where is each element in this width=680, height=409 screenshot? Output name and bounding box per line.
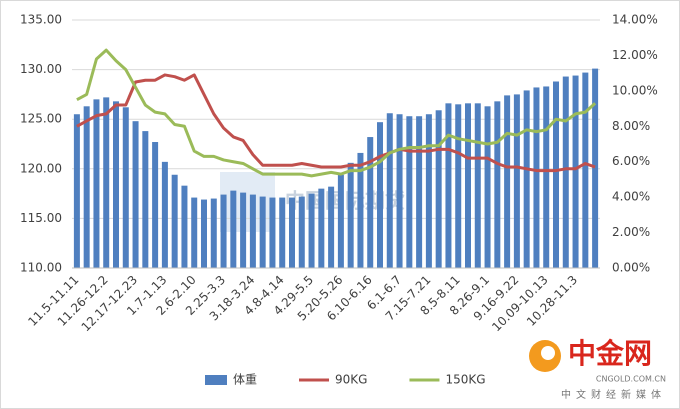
bar bbox=[152, 142, 159, 268]
bar bbox=[289, 197, 295, 268]
legend-label: 体重 bbox=[233, 373, 257, 387]
legend-swatch bbox=[205, 375, 227, 385]
legend-label: 90KG bbox=[335, 373, 367, 387]
bar bbox=[582, 72, 589, 269]
bar bbox=[494, 101, 501, 269]
bar bbox=[553, 81, 559, 268]
bar bbox=[249, 194, 256, 268]
bar bbox=[328, 186, 335, 268]
y-tick-label: 125.00 bbox=[20, 112, 62, 126]
logo-icon-inner bbox=[541, 346, 555, 360]
bar bbox=[269, 197, 276, 268]
bar bbox=[318, 188, 325, 268]
bar bbox=[191, 197, 198, 268]
bar bbox=[103, 97, 110, 268]
y2-tick-label: 14.00% bbox=[612, 13, 658, 27]
y2-tick-label: 8.00% bbox=[612, 119, 650, 133]
legend-label: 150KG bbox=[445, 373, 485, 387]
bar bbox=[367, 137, 374, 268]
bar bbox=[93, 99, 100, 268]
y-tick-label: 120.00 bbox=[20, 161, 62, 175]
bar bbox=[210, 198, 217, 268]
bar bbox=[171, 174, 178, 268]
line bbox=[76, 48, 597, 178]
bar bbox=[201, 199, 207, 268]
logo-title: 中金网 bbox=[568, 337, 652, 370]
bar bbox=[220, 194, 227, 268]
y2-tick-label: 10.00% bbox=[612, 83, 658, 97]
bar bbox=[357, 152, 364, 268]
bar bbox=[396, 114, 403, 269]
bar bbox=[406, 116, 413, 268]
y-tick-label: 135.00 bbox=[20, 13, 62, 27]
bar bbox=[455, 104, 462, 268]
bar bbox=[347, 162, 354, 268]
bar bbox=[425, 114, 432, 269]
y2-tick-label: 12.00% bbox=[612, 48, 658, 62]
bar bbox=[562, 76, 569, 268]
bar bbox=[298, 196, 305, 268]
bar bbox=[572, 75, 579, 268]
logo-url: CNGOLD.COM.CN bbox=[596, 375, 666, 384]
bar bbox=[113, 101, 119, 269]
bar bbox=[445, 103, 452, 268]
y2-tick-label: 2.00% bbox=[612, 225, 650, 239]
bar bbox=[523, 90, 530, 268]
logo-tagline: 中文财经新媒体 bbox=[561, 388, 666, 401]
bar bbox=[161, 161, 168, 268]
bar bbox=[308, 193, 315, 268]
y-tick-label: 130.00 bbox=[20, 62, 62, 76]
bar bbox=[465, 103, 471, 268]
bar bbox=[259, 196, 266, 268]
y-tick-label: 110.00 bbox=[20, 261, 62, 275]
y2-tick-label: 6.00% bbox=[612, 154, 650, 168]
bar bbox=[533, 87, 540, 269]
bar bbox=[513, 94, 520, 269]
bar bbox=[73, 114, 80, 269]
y-tick-label: 115.00 bbox=[20, 211, 62, 225]
bar bbox=[122, 107, 129, 269]
bar bbox=[337, 174, 344, 268]
bar bbox=[132, 121, 139, 269]
watermark: 中国国际期货 bbox=[285, 189, 405, 213]
y2-tick-label: 4.00% bbox=[612, 190, 650, 204]
bar bbox=[83, 106, 90, 268]
bar bbox=[592, 68, 599, 268]
bar bbox=[543, 86, 550, 269]
line bbox=[76, 73, 596, 173]
bar bbox=[416, 116, 423, 268]
bar bbox=[230, 190, 237, 268]
bar bbox=[142, 131, 149, 268]
bar bbox=[504, 95, 511, 268]
bar bbox=[181, 185, 188, 268]
bar bbox=[279, 197, 286, 268]
bar bbox=[240, 192, 247, 268]
y2-tick-label: 0.00% bbox=[612, 261, 650, 275]
bar bbox=[435, 110, 442, 268]
watermark-box bbox=[220, 172, 275, 232]
bar bbox=[484, 106, 491, 268]
bar bbox=[474, 103, 481, 268]
bar bbox=[377, 122, 383, 269]
bar bbox=[386, 113, 393, 268]
